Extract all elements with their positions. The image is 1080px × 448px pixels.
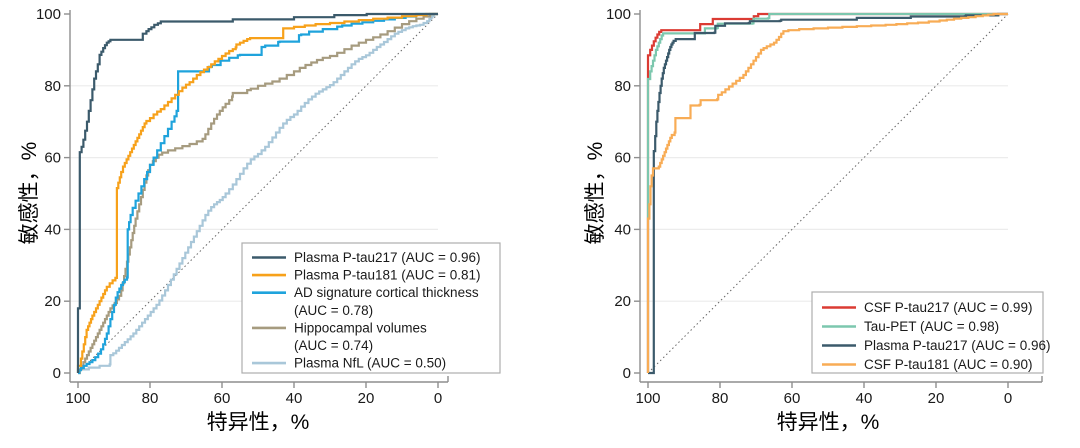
legend-label-line: Plasma NfL (AUC = 0.50) [294,356,446,371]
y-tick-label-60: 60 [614,150,631,167]
chance-diagonal-line [77,13,439,374]
y-tick-label-40: 40 [44,221,61,238]
x-tick-label-60: 60 [784,390,801,407]
legend-box [811,291,1044,374]
legend-item-csf-p-tau217: CSF P-tau217 (AUC = 0.99) [822,300,1032,315]
y-tick-label-20: 20 [44,293,61,310]
y-tick-label-100: 100 [606,6,631,23]
tick-marks [64,13,439,388]
roc-curve-tau-pet [646,12,1008,373]
tick-labels: 0 20 40 60 80 100 100 80 60 40 20 0 [36,6,442,407]
y-tick-label-40: 40 [614,221,631,238]
roc-curve-plasma-p-tau217 [648,12,1008,375]
y-tick-label-80: 80 [44,78,61,95]
x-tick-label-40: 40 [856,390,873,407]
x-tick-label-20: 20 [928,390,945,407]
legend-item-plasma-nfl: Plasma NfL (AUC = 0.50) [252,356,446,371]
legend-label-line: (AUC = 0.78) [294,303,373,318]
legend-item-ad-signature-cortical-thickness: AD signature cortical thickness (AUC = 0.… [252,285,479,318]
x-tick-label-100: 100 [65,390,90,407]
roc-curve-ad-signature-cortical-thickness [78,12,438,375]
left-y-axis-title: 敏感性，% [18,141,41,245]
legend-item-plasma-p-tau217: Plasma P-tau217 (AUC = 0.96) [822,338,1050,353]
y-tick-label-20: 20 [614,293,631,310]
axes [639,10,1043,383]
legend-item-hippocampal-volumes: Hippocampal volumes (AUC = 0.74) [252,320,427,353]
y-tick-label-60: 60 [44,150,61,167]
roc-curve-hippocampal-volumes [78,12,438,375]
roc-curve-csf-p-tau181 [646,12,1008,373]
axes [69,10,449,383]
y-tick-label-0: 0 [623,365,631,382]
legend-box [241,242,501,374]
y-tick-label-100: 100 [36,6,61,23]
legend-label-line: CSF P-tau217 (AUC = 0.99) [864,300,1032,315]
legend: Plasma P-tau217 (AUC = 0.96) Plasma P-tau… [241,242,501,374]
left-x-axis-title: 特异性，% [206,411,310,434]
legend-item-csf-p-tau181: CSF P-tau181 (AUC = 0.90) [822,357,1032,372]
tick-labels: 0 20 40 60 80 100 100 80 60 40 20 0 [606,6,1012,407]
right-y-axis-title: 敏感性，% [584,141,607,245]
chance-diagonal-line [647,13,1009,374]
roc-curve-plasma-p-tau217 [76,12,438,373]
legend: CSF P-tau217 (AUC = 0.99) Tau-PET (AUC = … [811,291,1050,374]
roc-curve-plasma-p-tau181 [76,12,438,373]
right-roc-chart: 0 20 40 60 80 100 100 80 60 40 20 0 CSF P-tau217 (AU… [540,0,1080,448]
x-tick-label-40: 40 [286,390,303,407]
right-x-axis-title: 特异性，% [776,411,880,434]
legend-label-line: AD signature cortical thickness [294,285,479,300]
x-tick-label-60: 60 [214,390,231,407]
legend-label-line: Plasma P-tau217 (AUC = 0.96) [864,338,1050,353]
tick-marks [634,13,1009,388]
legend-item-plasma-p-tau181: Plasma P-tau181 (AUC = 0.81) [252,268,480,283]
y-tick-label-0: 0 [53,365,61,382]
left-roc-plot: 0 20 40 60 80 100 100 80 60 40 20 0 Plasma P-tau217 … [36,6,501,407]
left-roc-chart: 0 20 40 60 80 100 100 80 60 40 20 0 Plasma P-tau217 … [18,6,501,434]
legend-label-line: Plasma P-tau217 (AUC = 0.96) [294,250,480,265]
x-tick-label-0: 0 [434,390,442,407]
roc-curves [646,12,1008,375]
legend-label-line: (AUC = 0.74) [294,338,373,353]
x-tick-label-100: 100 [635,390,660,407]
legend-item-plasma-p-tau217: Plasma P-tau217 (AUC = 0.96) [252,250,480,265]
gridlines [640,85,1008,302]
y-tick-label-80: 80 [614,78,631,95]
x-tick-label-20: 20 [358,390,375,407]
roc-curves [76,12,438,375]
legend-label-line: Plasma P-tau181 (AUC = 0.81) [294,268,480,283]
x-tick-label-80: 80 [712,390,729,407]
legend-label-line: Tau-PET (AUC = 0.98) [864,319,999,334]
legend-label-line: Hippocampal volumes [294,320,427,335]
legend-item-tau-pet: Tau-PET (AUC = 0.98) [822,319,999,334]
legend-label-line: CSF P-tau181 (AUC = 0.90) [864,357,1032,372]
right-roc-plot: 0 20 40 60 80 100 100 80 60 40 20 0 CSF P-tau217 (AU… [606,6,1051,407]
x-tick-label-0: 0 [1004,390,1012,407]
roc-curve-plasma-nfl [76,12,438,373]
x-tick-label-80: 80 [142,390,159,407]
